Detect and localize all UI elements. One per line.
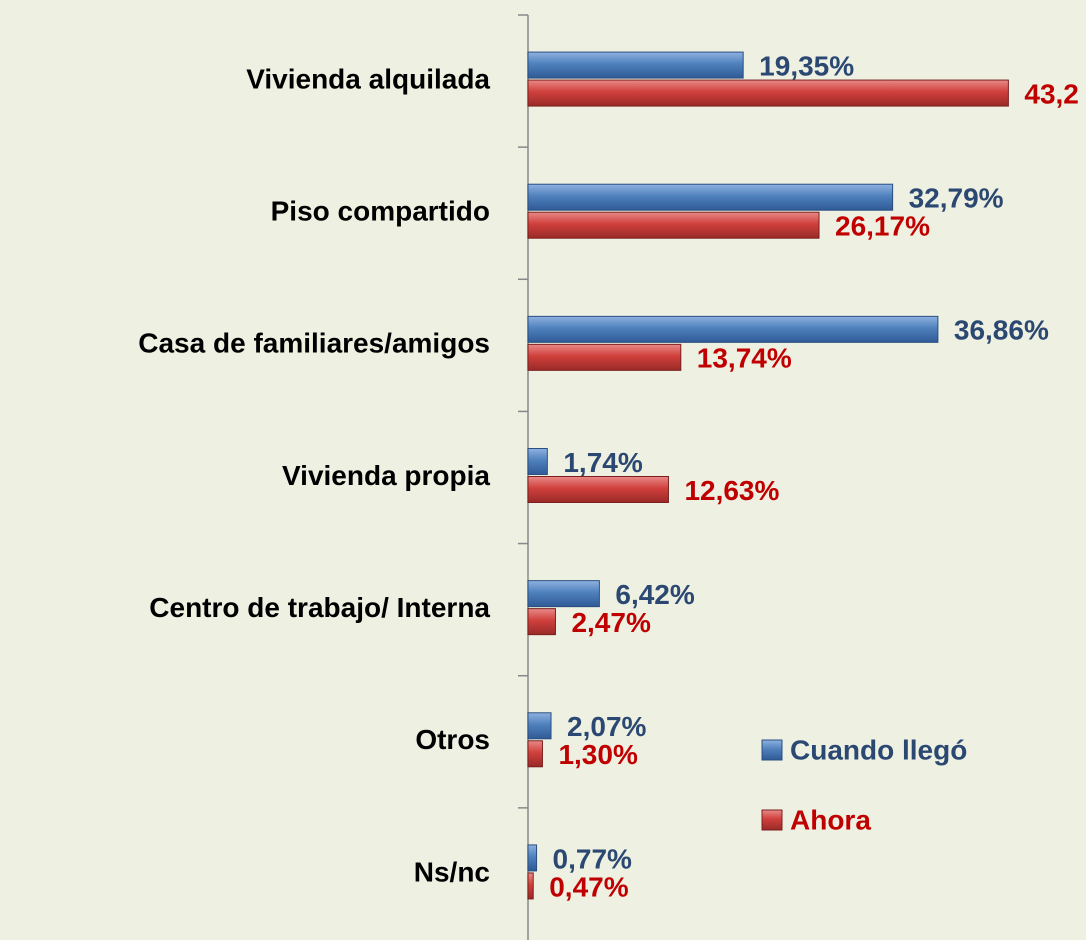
data-label: 32,79% <box>909 183 1004 214</box>
category-label: Vivienda alquilada <box>246 63 490 94</box>
category-label: Piso compartido <box>271 196 490 227</box>
bar <box>527 712 552 740</box>
data-label: 0,47% <box>549 871 628 902</box>
legend-label: Cuando llegó <box>790 734 967 765</box>
data-label: 36,86% <box>954 315 1049 346</box>
data-label: 43,2 <box>1024 78 1079 109</box>
data-label: 1,74% <box>563 447 642 478</box>
bar <box>527 343 682 371</box>
data-label: 2,47% <box>571 607 650 638</box>
bar <box>527 580 600 608</box>
data-label: 1,30% <box>558 739 637 770</box>
bar <box>527 315 939 343</box>
data-label: 19,35% <box>759 50 854 81</box>
category-label: Vivienda propia <box>282 460 490 491</box>
legend-swatch <box>761 809 783 831</box>
data-label: 13,74% <box>697 343 792 374</box>
category-label: Otros <box>415 724 490 755</box>
data-label: 12,63% <box>684 475 779 506</box>
legend-label: Ahora <box>790 804 871 835</box>
bar <box>527 211 820 239</box>
bar <box>527 844 538 872</box>
bar <box>527 448 548 475</box>
category-label: Casa de familiares/amigos <box>138 328 490 359</box>
bar <box>527 872 534 900</box>
bar <box>527 183 894 211</box>
legend-swatch <box>761 739 783 761</box>
category-label: Centro de trabajo/ Interna <box>149 592 490 623</box>
data-label: 26,17% <box>835 211 930 242</box>
bar <box>527 740 543 768</box>
data-label: 2,07% <box>567 711 646 742</box>
bar <box>527 476 669 503</box>
bar <box>527 51 744 79</box>
bar <box>527 79 1009 107</box>
category-label: Ns/nc <box>414 856 490 887</box>
bar <box>527 608 556 636</box>
data-label: 6,42% <box>615 579 694 610</box>
data-label: 0,77% <box>553 843 632 874</box>
